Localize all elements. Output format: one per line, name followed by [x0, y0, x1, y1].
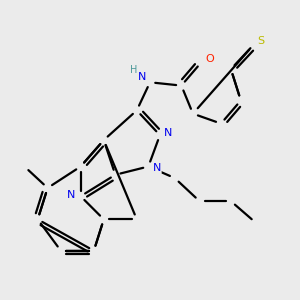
- Text: N: N: [67, 190, 76, 200]
- Text: H: H: [130, 65, 137, 75]
- Text: N: N: [152, 163, 161, 173]
- Text: N: N: [164, 128, 172, 139]
- Text: N: N: [138, 72, 146, 82]
- Text: S: S: [257, 36, 264, 46]
- Text: O: O: [205, 54, 214, 64]
